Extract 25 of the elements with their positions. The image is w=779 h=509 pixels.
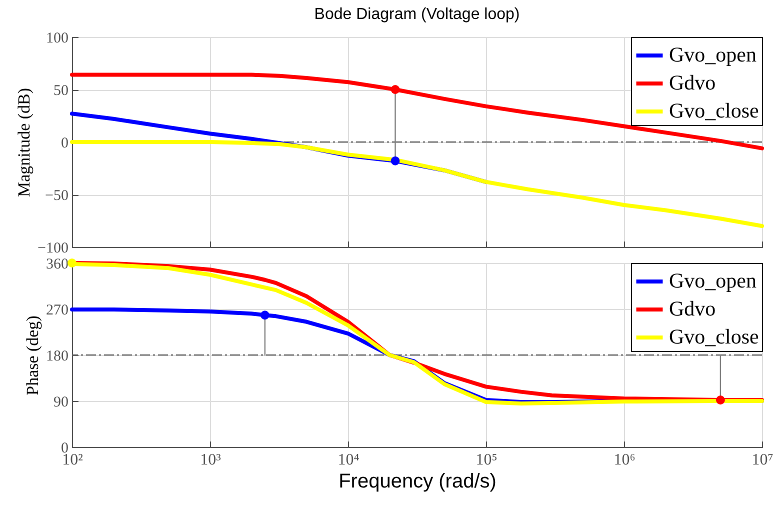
y-tick-label: 270 [46, 302, 68, 318]
legend-label: Gdvo [669, 70, 716, 94]
y-axis-title: Magnitude (dB) [14, 88, 34, 198]
x-axis-title: Frequency (rad/s) [338, 470, 496, 492]
x-tick-label: 10⁵ [476, 452, 498, 468]
x-tick-label: 10² [62, 452, 84, 468]
y-tick-label: 100 [46, 30, 68, 46]
y-tick-label: −100 [38, 240, 68, 256]
legend-label: Gdvo [669, 296, 716, 320]
y-axis-title: Phase (deg) [23, 316, 42, 396]
x-tick-label: 10⁶ [614, 452, 636, 468]
legend-label: Gvo_close [669, 324, 759, 348]
legend-label: Gvo_close [669, 98, 759, 122]
x-tick-label: 10⁴ [338, 452, 360, 468]
legend-label: Gvo_open [669, 42, 757, 66]
legend-label: Gvo_open [669, 268, 757, 292]
x-tick-label: 10⁷ [752, 452, 774, 468]
chart-title: Bode Diagram (Voltage loop) [314, 6, 520, 23]
y-tick-label: −50 [45, 188, 68, 204]
y-tick-label: 90 [54, 394, 68, 410]
y-tick-label: 360 [46, 256, 68, 272]
y-tick-label: 0 [61, 136, 68, 152]
y-tick-label: 180 [46, 348, 68, 364]
x-tick-label: 10³ [200, 452, 222, 468]
y-tick-label: 50 [54, 83, 68, 99]
